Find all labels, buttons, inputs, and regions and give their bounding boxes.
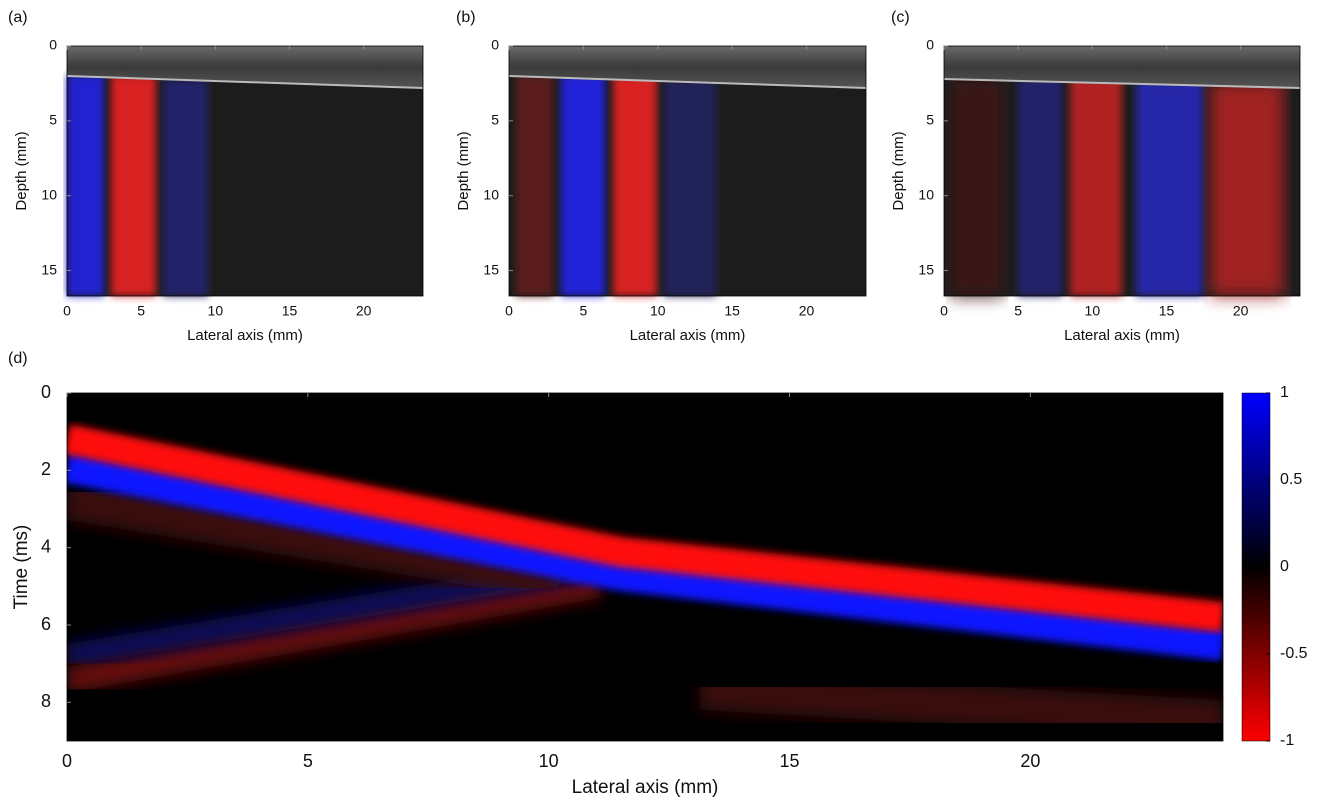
plot-frame <box>508 45 867 297</box>
y-axis-label: Time (ms) <box>11 525 32 610</box>
x-axis-label: Lateral axis (mm) <box>572 777 719 798</box>
x-tick-label: 15 <box>724 303 740 319</box>
panel-label: (a) <box>8 9 28 26</box>
x-axis-label: Lateral axis (mm) <box>1064 327 1180 344</box>
x-tick-label: 5 <box>579 303 587 319</box>
x-tick-label: 10 <box>539 751 559 771</box>
ultrasound-image <box>943 46 1301 296</box>
y-tick-label: 4 <box>41 536 51 556</box>
plot-frame <box>943 45 1301 297</box>
y-tick-label: 10 <box>41 186 57 202</box>
x-tick-label: 10 <box>650 303 666 319</box>
x-tick-label: 5 <box>303 751 313 771</box>
y-tick-label: 6 <box>41 614 51 634</box>
y-tick-label: 5 <box>49 112 57 128</box>
x-axis-label: Lateral axis (mm) <box>187 327 303 344</box>
y-tick-label: 2 <box>41 459 51 479</box>
plot-frame <box>66 45 424 297</box>
y-tick-label: 10 <box>918 186 934 202</box>
x-tick-label: 20 <box>356 303 372 319</box>
x-tick-label: 0 <box>940 303 948 319</box>
x-tick-label: 10 <box>1085 303 1101 319</box>
heatmap-image <box>67 392 1271 742</box>
x-tick-label: 20 <box>1020 751 1040 771</box>
y-tick-label: 0 <box>926 37 934 53</box>
y-tick-label: 10 <box>483 186 499 202</box>
y-tick-label: 0 <box>49 37 57 53</box>
x-tick-label: 20 <box>799 303 815 319</box>
y-axis-label: Depth (mm) <box>455 131 472 210</box>
colorbar <box>1241 392 1271 742</box>
y-tick-label: 8 <box>41 691 51 711</box>
x-tick-label: 15 <box>282 303 298 319</box>
x-tick-label: 15 <box>779 751 799 771</box>
x-tick-label: 5 <box>1014 303 1022 319</box>
x-tick-label: 10 <box>208 303 224 319</box>
ultrasound-image <box>508 46 867 296</box>
colorbar-tick-label: 0.5 <box>1280 471 1302 488</box>
x-tick-label: 15 <box>1159 303 1175 319</box>
heatmap-clip <box>67 424 1223 740</box>
x-tick-label: 0 <box>63 303 71 319</box>
x-tick-label: 0 <box>505 303 513 319</box>
x-tick-label: 0 <box>62 751 72 771</box>
x-tick-label: 5 <box>137 303 145 319</box>
y-tick-label: 5 <box>491 112 499 128</box>
x-axis-label: Lateral axis (mm) <box>630 327 746 344</box>
panel-label: (d) <box>8 350 28 367</box>
panel-label: (c) <box>891 9 910 26</box>
y-tick-label: 15 <box>918 261 934 277</box>
x-tick-label: 20 <box>1233 303 1249 319</box>
y-tick-label: 15 <box>41 261 57 277</box>
colorbar-tick-label: -1 <box>1280 732 1294 749</box>
ultrasound-image <box>66 46 424 296</box>
y-axis-label: Depth (mm) <box>13 131 30 210</box>
colorbar-tick-label: -0.5 <box>1280 645 1308 662</box>
y-axis-label: Depth (mm) <box>890 131 907 210</box>
colorbar-tick-label: 0 <box>1280 558 1289 575</box>
y-tick-label: 0 <box>41 382 51 402</box>
y-tick-label: 5 <box>926 112 934 128</box>
y-tick-label: 15 <box>483 261 499 277</box>
panel-label: (b) <box>456 9 476 26</box>
plot-frame <box>66 392 1224 742</box>
y-tick-label: 0 <box>491 37 499 53</box>
colorbar-tick-label: 1 <box>1280 384 1289 401</box>
